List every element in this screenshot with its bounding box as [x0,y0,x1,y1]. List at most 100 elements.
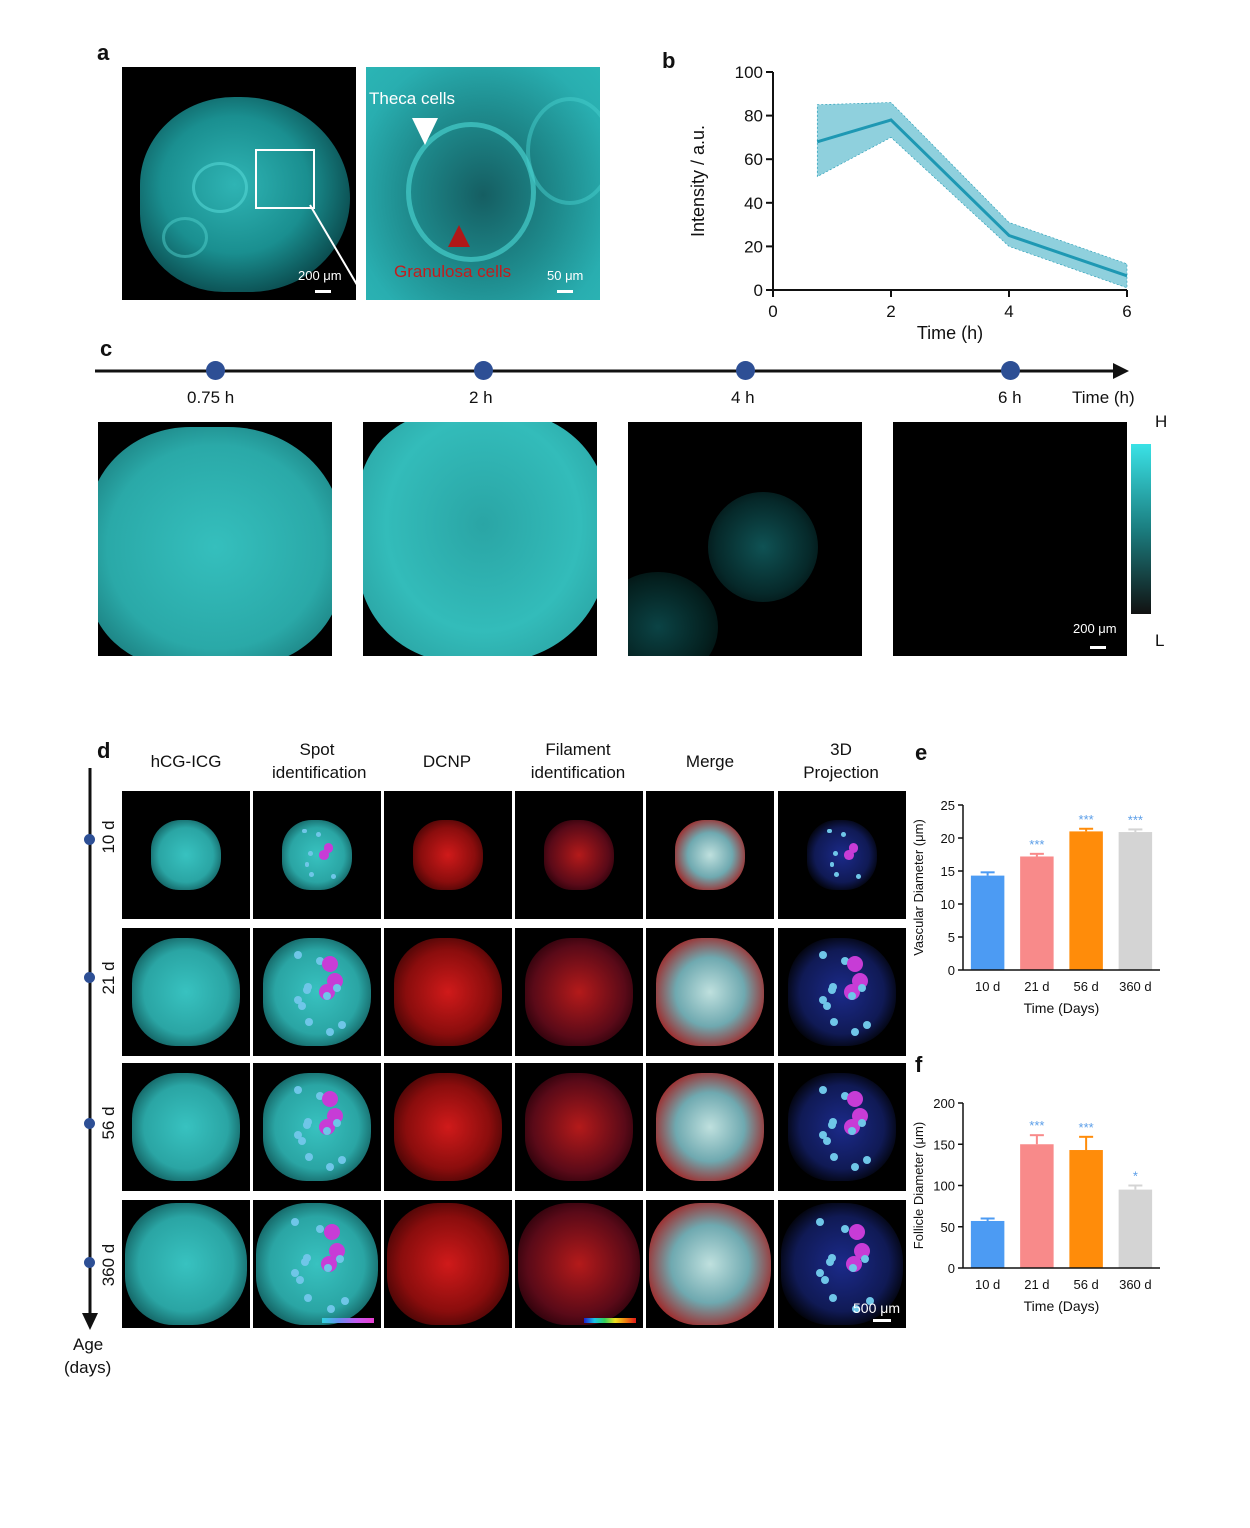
y-axis-label: Vascular Diameter (μm) [911,819,926,956]
age-axis-label: Age [73,1335,104,1354]
x-tick-label: 360 d [1119,979,1152,994]
y-tick-label: 40 [744,194,763,213]
micrograph-cell [646,791,774,919]
timeline-dot [736,361,755,380]
y-tick-label: 20 [941,831,955,846]
theca-label: Theca cells [369,89,455,108]
scale-label-d: 500 μm [853,1300,900,1316]
zoom-connector [309,204,367,300]
y-tick-label: 100 [933,1179,955,1194]
theca-arrow-icon [412,118,438,145]
follicle-diameter-bar-chart: 10 d 21 d *** 56 d *** 360 d * 0 50 100 150 200 Time… [911,1096,1160,1314]
timepoint-label: 2 h [469,388,493,407]
y-tick-label: 20 [744,237,763,256]
x-tick-label: 6 [1122,302,1131,321]
mean-line [816,118,1128,278]
significance-mark: *** [1128,812,1143,827]
significance-mark: *** [1079,812,1094,827]
age-dot [84,1257,95,1268]
micrograph-cell [122,1200,250,1328]
x-tick-label: 2 [886,302,895,321]
x-axis-label: Time (Days) [1024,1000,1100,1016]
micrograph-cell [515,928,643,1056]
micrograph-cell [384,928,512,1056]
y-tick-label: 50 [941,1220,955,1235]
age-dot [84,1118,95,1129]
bar [970,1220,1005,1268]
scale-label-c: 200 μm [1073,621,1117,636]
significance-mark: *** [1079,1120,1094,1135]
micrograph-cell [778,791,906,919]
micrograph-cell [646,1063,774,1191]
micrograph-cell [778,928,906,1056]
ovary-zoom-image [366,67,600,300]
row-label: 360 d [99,1243,118,1287]
colorbar-high-label: H [1155,412,1168,431]
bar [1118,1189,1153,1268]
micrograph-cell [384,791,512,919]
panel-c-label: c [100,336,113,361]
ovary-image-6h [893,422,1127,656]
filament-color-legend [584,1318,636,1323]
micrograph-cell [646,928,774,1056]
timeline-dot [1001,361,1020,380]
y-axis-label: Follicle Diameter (μm) [911,1122,926,1249]
row-label: 56 d [99,1106,118,1140]
x-tick-label: 0 [768,302,777,321]
y-tick-label: 200 [933,1096,955,1111]
x-tick-label: 21 d [1024,979,1049,994]
y-tick-label: 100 [735,63,763,82]
micrograph-cell [122,928,250,1056]
x-tick-label: 21 d [1024,1277,1049,1292]
scale-label-a-right: 50 μm [547,268,584,283]
y-tick-label: 0 [948,963,955,978]
timepoint-label: 4 h [731,388,755,407]
bar [970,875,1005,970]
y-tick-label: 80 [744,107,763,126]
panel-e-label: e [915,740,928,765]
panel-f-label: f [915,1052,923,1077]
micrograph-cell [253,928,381,1056]
ovary-image-4h [628,422,862,656]
y-tick-label: 150 [933,1137,955,1152]
micrograph-cell [384,1200,512,1328]
micrograph-cell [122,1063,250,1191]
colorbar-low-label: L [1155,631,1165,650]
significance-mark: * [1133,1169,1138,1184]
scale-label-a-left: 200 μm [298,268,342,283]
panel-a-label: a [97,40,110,65]
x-tick-label: 360 d [1119,1277,1152,1292]
bar [1020,1144,1054,1268]
micrograph-cell [253,1063,381,1191]
bar [1069,1150,1103,1268]
y-tick-label: 5 [948,930,955,945]
significance-mark: *** [1029,837,1044,852]
x-tick-label: 10 d [975,979,1000,994]
panel-b-label: b [662,48,676,73]
y-tick-label: 15 [941,864,955,879]
x-tick-label: 10 d [975,1277,1000,1292]
timeline-dot [474,361,493,380]
bar [1118,832,1153,970]
micrograph-cell [646,1200,774,1328]
scale-bar-a-left [315,290,331,293]
x-tick-label: 56 d [1073,979,1098,994]
zoom-box [255,149,315,209]
significance-mark: *** [1029,1118,1044,1133]
timeline-axis-label: Time (h) [1072,388,1135,407]
column-header: 3D Projection [803,740,879,782]
x-axis-label: Time (Days) [1024,1298,1100,1314]
column-header: Spot identification [272,740,367,782]
scale-bar-c [1090,646,1106,649]
micrograph-cell [384,1063,512,1191]
row-label: 21 d [99,961,118,995]
y-tick-label: 10 [941,897,955,912]
column-header: Filament identification [530,740,626,782]
age-axis [82,768,98,1330]
ovary-overview-image [122,67,356,300]
micrograph-cell [515,791,643,919]
x-tick-label: 56 d [1073,1277,1098,1292]
age-axis-label: (days) [64,1358,112,1377]
ovary-image-0.75h [98,422,332,656]
y-tick-label: 25 [941,798,955,813]
